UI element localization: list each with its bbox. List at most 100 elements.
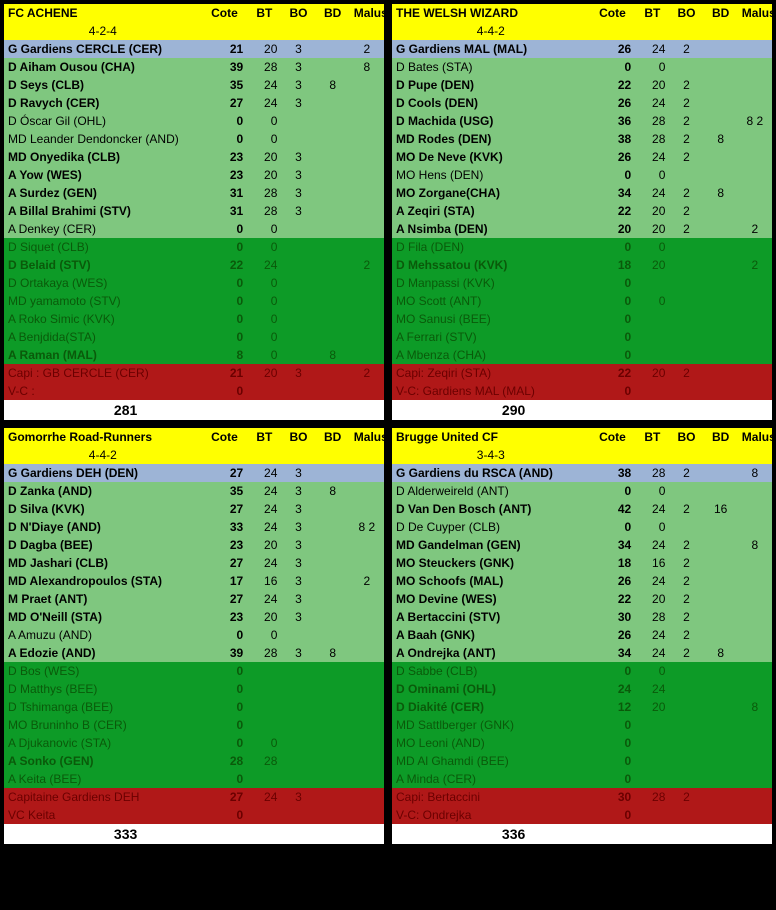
malus xyxy=(350,734,384,752)
table-row: V-C :0 xyxy=(4,382,384,400)
cote: 27 xyxy=(202,464,248,482)
cote: 17 xyxy=(202,572,248,590)
table-row: D Pupe (DEN)22202 xyxy=(392,76,772,94)
bo xyxy=(669,328,703,346)
bo xyxy=(669,274,703,292)
bt: 24 xyxy=(247,482,281,500)
formation: 4-2-4 xyxy=(4,22,202,40)
bd xyxy=(316,500,350,518)
player-label: D De Cuyper (CLB) xyxy=(392,518,590,536)
bo xyxy=(669,770,703,788)
bd xyxy=(704,310,738,328)
cote: 0 xyxy=(590,310,636,328)
bo: 3 xyxy=(281,202,315,220)
bt: 24 xyxy=(635,184,669,202)
cote: 23 xyxy=(202,166,248,184)
table-row: A Baah (GNK)26242 xyxy=(392,626,772,644)
bo xyxy=(281,310,315,328)
bo xyxy=(669,238,703,256)
table-row: MD Gandelman (GEN)342428 xyxy=(392,536,772,554)
bo xyxy=(669,698,703,716)
bd xyxy=(316,148,350,166)
cote: 0 xyxy=(202,220,248,238)
table-row: MO Bruninho B (CER)0 xyxy=(4,716,384,734)
cote: 0 xyxy=(202,382,248,400)
bt: 0 xyxy=(635,238,669,256)
table-row: G Gardiens CERCLE (CER)212032 xyxy=(4,40,384,58)
cote: 26 xyxy=(590,572,636,590)
bt: 20 xyxy=(247,166,281,184)
bt: 20 xyxy=(247,148,281,166)
bt xyxy=(635,328,669,346)
table-row: MD Al Ghamdi (BEE)0 xyxy=(392,752,772,770)
bt: 24 xyxy=(635,148,669,166)
bd: 8 xyxy=(316,346,350,364)
table-row: A Mbenza (CHA)0 xyxy=(392,346,772,364)
table-row: MO Leoni (AND)0 xyxy=(392,734,772,752)
bd xyxy=(704,554,738,572)
malus xyxy=(350,626,384,644)
col-header: Malus xyxy=(350,4,384,22)
cote: 34 xyxy=(590,184,636,202)
bo: 2 xyxy=(669,184,703,202)
player-label: A Zeqiri (STA) xyxy=(392,202,590,220)
player-label: A Minda (CER) xyxy=(392,770,590,788)
malus: 2 xyxy=(350,40,384,58)
malus xyxy=(350,788,384,806)
bd xyxy=(316,112,350,130)
player-label: MO Sanusi (BEE) xyxy=(392,310,590,328)
bd xyxy=(704,752,738,770)
player-label: A Baah (GNK) xyxy=(392,626,590,644)
bd xyxy=(316,806,350,824)
malus xyxy=(738,608,772,626)
table-row: D Belaid (STV)22242 xyxy=(4,256,384,274)
cote: 8 xyxy=(202,346,248,364)
cote: 20 xyxy=(590,220,636,238)
bd: 16 xyxy=(704,500,738,518)
malus xyxy=(350,698,384,716)
bo xyxy=(669,346,703,364)
bd xyxy=(704,364,738,382)
bd xyxy=(704,464,738,482)
malus xyxy=(738,572,772,590)
bo: 3 xyxy=(281,148,315,166)
bd xyxy=(316,256,350,274)
cote: 31 xyxy=(202,202,248,220)
table-row: A Yow (WES)23203 xyxy=(4,166,384,184)
bo: 2 xyxy=(669,40,703,58)
player-label: V-C: Ondrejka xyxy=(392,806,590,824)
malus xyxy=(350,482,384,500)
bo: 3 xyxy=(281,76,315,94)
player-label: D Ortakaya (WES) xyxy=(4,274,202,292)
malus xyxy=(738,382,772,400)
cote: 0 xyxy=(590,752,636,770)
cote: 26 xyxy=(590,40,636,58)
table-row: A Amuzu (AND)00 xyxy=(4,626,384,644)
bo: 2 xyxy=(669,148,703,166)
malus xyxy=(350,328,384,346)
cote: 22 xyxy=(590,202,636,220)
bd xyxy=(704,220,738,238)
player-label: A Ferrari (STV) xyxy=(392,328,590,346)
table-row: D Van Den Bosch (ANT)4224216 xyxy=(392,500,772,518)
bo: 3 xyxy=(281,500,315,518)
table-row: A Ondrejka (ANT)342428 xyxy=(392,644,772,662)
player-label: G Gardiens du RSCA (AND) xyxy=(392,464,590,482)
malus xyxy=(738,662,772,680)
cote: 0 xyxy=(202,310,248,328)
player-label: D Siquet (CLB) xyxy=(4,238,202,256)
player-label: A Surdez (GEN) xyxy=(4,184,202,202)
bt: 24 xyxy=(247,464,281,482)
bt xyxy=(635,734,669,752)
player-label: A Sonko (GEN) xyxy=(4,752,202,770)
table-row: A Minda (CER)0 xyxy=(392,770,772,788)
table-row: A Billal Brahimi (STV)31283 xyxy=(4,202,384,220)
bd xyxy=(316,518,350,536)
team-table: THE WELSH WIZARDCoteBTBOBDMalus4-4-2G Ga… xyxy=(392,4,772,420)
bd xyxy=(316,40,350,58)
bo: 2 xyxy=(669,500,703,518)
bo: 3 xyxy=(281,364,315,382)
bd xyxy=(704,788,738,806)
col-header: BT xyxy=(635,4,669,22)
table-row: MD Sattlberger (GNK)0 xyxy=(392,716,772,734)
